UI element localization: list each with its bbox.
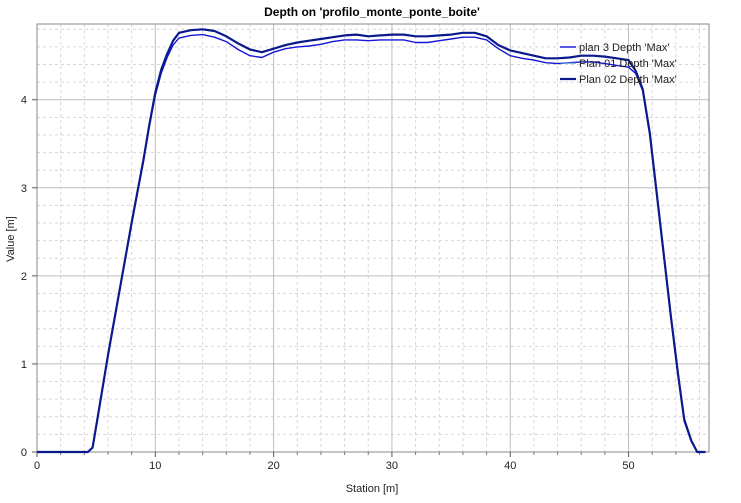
x-axis-label: Station [m] <box>346 483 399 495</box>
y-tick-label: 0 <box>21 447 27 459</box>
y-tick-label: 3 <box>21 183 27 195</box>
x-tick-label: 50 <box>622 460 634 472</box>
y-tick-label: 2 <box>21 271 27 283</box>
legend-entry[interactable]: Plan 02 Depth 'Max' <box>579 74 677 86</box>
plot-area-frame <box>36 23 710 453</box>
x-tick-label: 30 <box>386 460 398 472</box>
x-tick-label: 20 <box>267 460 279 472</box>
legend-entry[interactable]: plan 3 Depth 'Max' <box>579 42 669 54</box>
axis-ticks: 0 10 20 30 40 50 0 1 2 3 4 <box>21 95 701 472</box>
y-tick-label: 4 <box>21 95 27 107</box>
legend[interactable]: plan 3 Depth 'Max' Plan 01 Depth 'Max' Pla… <box>560 42 677 86</box>
major-grid <box>36 24 709 453</box>
x-tick-label: 0 <box>34 460 40 472</box>
y-axis-label: Value [m] <box>5 216 17 262</box>
y-tick-label: 1 <box>21 359 27 371</box>
chart-title: Depth on 'profilo_monte_ponte_boite' <box>264 5 480 19</box>
x-tick-label: 10 <box>149 460 161 472</box>
series-line <box>37 28 706 454</box>
legend-entry[interactable]: Plan 01 Depth 'Max' <box>579 58 677 70</box>
series-layer <box>37 28 706 454</box>
minor-grid <box>37 24 709 452</box>
x-tick-label: 40 <box>504 460 516 472</box>
